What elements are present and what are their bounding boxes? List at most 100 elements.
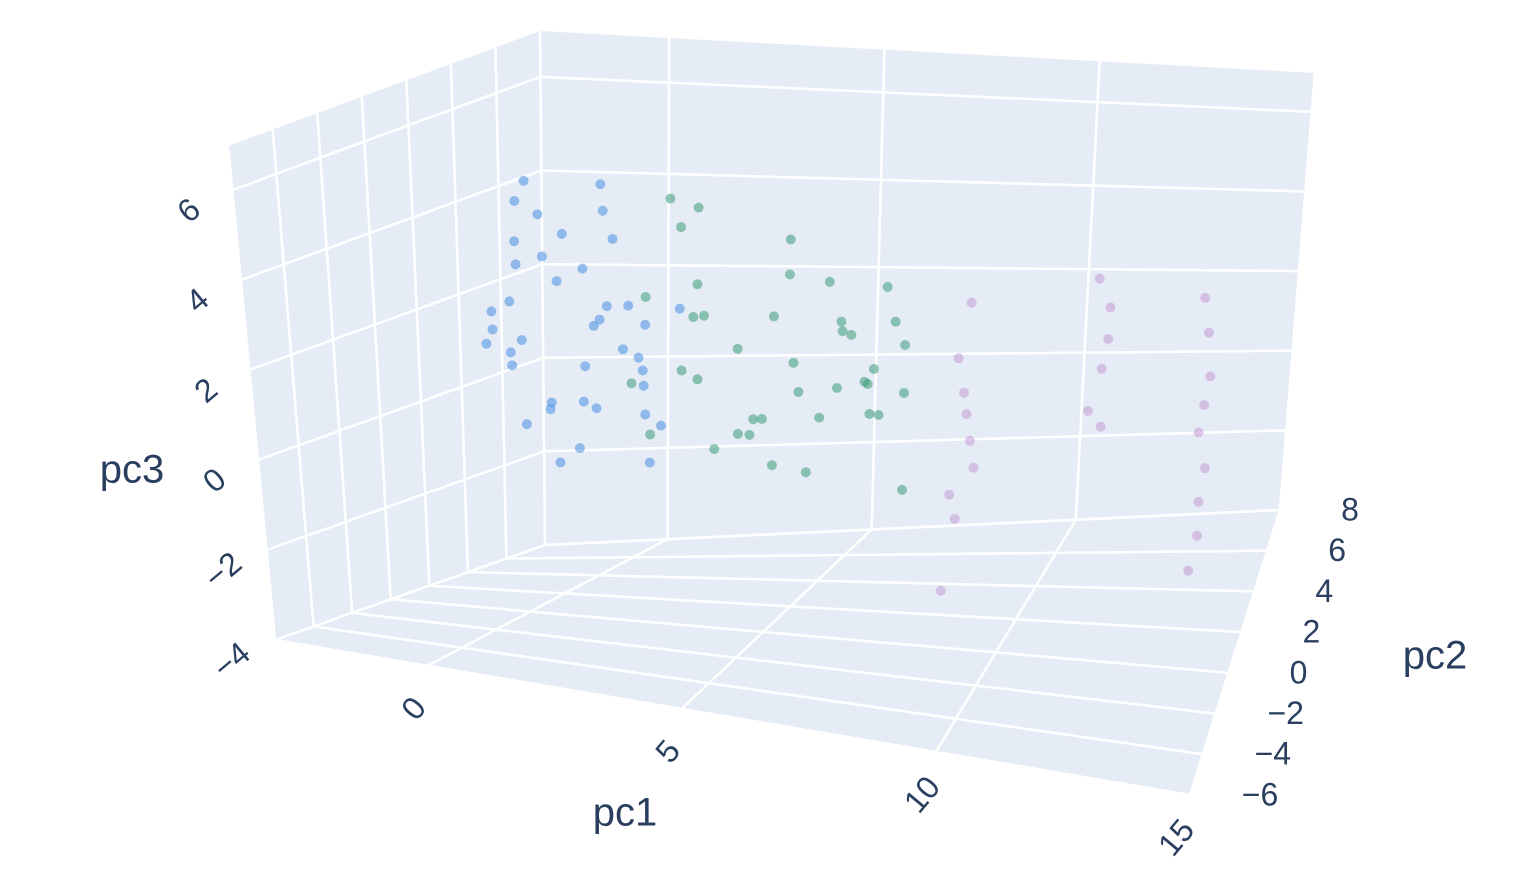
point (1082, 405, 1093, 416)
point (1199, 400, 1210, 411)
point (785, 234, 796, 245)
point (481, 338, 492, 349)
point (961, 409, 972, 420)
point (698, 310, 709, 321)
point (693, 202, 704, 213)
x-tick-label: 0 (394, 690, 433, 727)
point (555, 457, 566, 468)
z-tick-label: 4 (179, 281, 216, 320)
point (831, 382, 842, 393)
grid-line (271, 128, 315, 627)
grid-line (315, 112, 354, 613)
point (509, 196, 520, 207)
grid-line (360, 95, 392, 600)
point (836, 316, 847, 327)
point (748, 414, 759, 425)
point (890, 316, 901, 327)
point (623, 300, 634, 311)
point (1204, 327, 1215, 338)
y-tick-label: 0 (1290, 654, 1308, 690)
point (953, 353, 964, 364)
point (645, 429, 656, 440)
point (578, 396, 589, 407)
grid-line (544, 508, 1281, 547)
point (769, 311, 780, 322)
grid-line (506, 549, 1268, 560)
point (574, 443, 585, 454)
grid-line (231, 75, 541, 192)
point (640, 319, 651, 330)
point (1205, 371, 1216, 382)
point (788, 357, 799, 368)
point (732, 428, 743, 439)
point (1200, 292, 1211, 303)
grid-line (1188, 509, 1282, 796)
grid-line (240, 169, 542, 282)
point (665, 193, 676, 204)
point (949, 513, 960, 524)
grid-line (390, 598, 1229, 675)
point (595, 179, 606, 190)
y-tick-label: 8 (1341, 491, 1359, 527)
point (864, 408, 875, 419)
y-tick-label: 2 (1303, 614, 1321, 650)
z-tick-label: −4 (206, 635, 257, 686)
grid-line (257, 356, 544, 462)
point (633, 352, 644, 363)
grid-line (266, 450, 545, 552)
point (640, 409, 651, 420)
y-tick-label: −2 (1267, 695, 1303, 731)
grid (226, 29, 1317, 797)
z-tick-label: 6 (170, 191, 207, 230)
point (814, 412, 825, 423)
point (674, 303, 685, 314)
point (591, 403, 602, 414)
point (644, 457, 655, 468)
point (968, 462, 979, 473)
point (594, 314, 605, 325)
y-tick-label: 6 (1328, 532, 1346, 568)
point (504, 296, 515, 307)
point (800, 467, 811, 478)
point (580, 361, 591, 372)
grid-line (426, 538, 669, 667)
point (601, 301, 612, 312)
point (1094, 273, 1105, 284)
point (551, 276, 562, 287)
point (1096, 363, 1107, 374)
point (898, 387, 909, 398)
point (964, 435, 975, 446)
points (481, 175, 1216, 596)
point (505, 347, 516, 358)
z-tick-label: 2 (187, 371, 224, 410)
x-tick-label: 10 (897, 769, 947, 819)
grid-line (248, 262, 543, 372)
point (692, 279, 703, 290)
point (486, 306, 497, 317)
point (846, 329, 857, 340)
point (766, 460, 777, 471)
point (556, 228, 567, 239)
point (1105, 302, 1116, 313)
grid-line (540, 75, 1312, 114)
x-axis-title: pc1 (593, 791, 658, 835)
point (577, 263, 588, 274)
point (756, 413, 767, 424)
grid-line (542, 262, 1300, 273)
point (536, 251, 547, 262)
grid-line (494, 46, 508, 559)
grid-line (449, 62, 470, 573)
grid-line (934, 519, 1077, 753)
point (882, 281, 893, 292)
grid-line (870, 48, 886, 530)
point (873, 410, 884, 421)
point (732, 343, 743, 354)
point (1103, 333, 1114, 344)
point (944, 489, 955, 500)
grid-line (274, 638, 1191, 797)
grid-line (274, 543, 546, 642)
point (692, 374, 703, 385)
x-tick-label: 15 (1151, 812, 1201, 862)
grid-line (543, 349, 1293, 359)
